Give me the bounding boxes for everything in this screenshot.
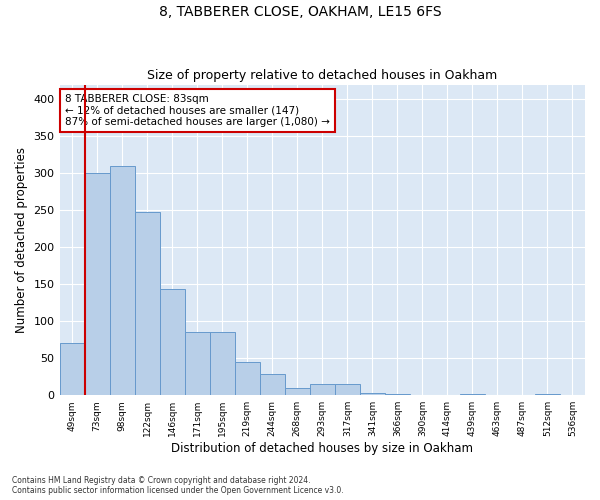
Bar [285,388,310,395]
Bar [209,332,235,395]
Y-axis label: Number of detached properties: Number of detached properties [15,147,28,333]
Bar [360,393,385,395]
Text: 8 TABBERER CLOSE: 83sqm
← 12% of detached houses are smaller (147)
87% of semi-d: 8 TABBERER CLOSE: 83sqm ← 12% of detache… [65,94,329,127]
Bar [385,394,410,395]
Bar [160,290,185,395]
Bar [110,166,134,395]
Bar [235,362,260,395]
Title: Size of property relative to detached houses in Oakham: Size of property relative to detached ho… [147,69,497,82]
Bar [85,174,110,395]
Bar [535,394,560,395]
Bar [134,212,160,395]
Bar [335,384,360,395]
Bar [59,344,85,395]
Text: 8, TABBERER CLOSE, OAKHAM, LE15 6FS: 8, TABBERER CLOSE, OAKHAM, LE15 6FS [158,5,442,19]
Text: Contains HM Land Registry data © Crown copyright and database right 2024.
Contai: Contains HM Land Registry data © Crown c… [12,476,344,495]
Bar [460,394,485,395]
Bar [185,332,209,395]
Bar [310,384,335,395]
Bar [260,374,285,395]
X-axis label: Distribution of detached houses by size in Oakham: Distribution of detached houses by size … [171,442,473,455]
